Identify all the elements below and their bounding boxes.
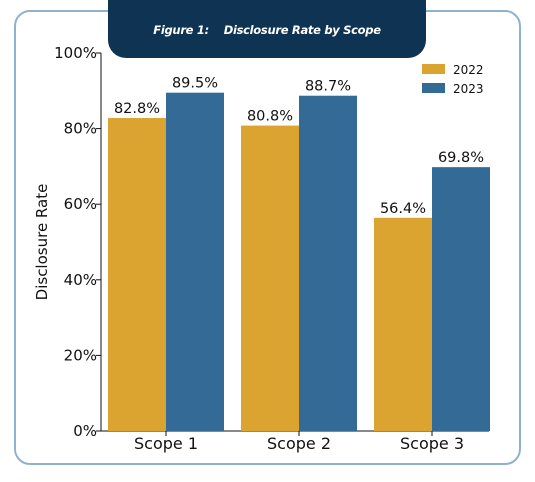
bar — [299, 95, 357, 432]
data-label: 89.5% — [172, 76, 218, 92]
y-tick-label: 80% — [64, 120, 97, 138]
data-label: 88.7% — [305, 79, 351, 95]
y-tick-label: 40% — [64, 271, 97, 289]
legend: 2022 2023 — [422, 63, 484, 96]
bar — [374, 217, 432, 431]
y-tick-label: 60% — [64, 195, 97, 213]
legend-label: 2023 — [453, 82, 484, 96]
legend-label: 2022 — [453, 63, 484, 77]
figure-title: Disclosure Rate by Scope — [223, 23, 381, 37]
bar — [166, 92, 224, 431]
chart-title: Figure 1: Disclosure Rate by Scope — [108, 23, 426, 37]
data-label: 82.8% — [114, 101, 160, 117]
figure-label: Figure 1: — [153, 23, 209, 37]
bar — [432, 167, 490, 431]
title-banner — [108, 0, 426, 58]
y-tick-label: 20% — [64, 346, 97, 364]
y-tick-label: 100% — [54, 44, 97, 62]
y-tick-label: 0% — [73, 422, 97, 440]
bar — [241, 125, 299, 432]
y-axis-label: Disclosure Rate — [33, 184, 51, 301]
legend-swatch — [422, 83, 445, 93]
bars — [108, 92, 490, 432]
bar — [108, 118, 166, 432]
x-tick-label: Scope 1 — [134, 434, 198, 453]
data-label: 69.8% — [438, 150, 484, 166]
data-label: 80.8% — [247, 109, 293, 125]
x-tick-label: Scope 3 — [400, 434, 464, 453]
legend-swatch — [422, 64, 445, 74]
x-tick-label: Scope 2 — [267, 434, 331, 453]
axes: 0% 20% 40% 60% 80% 100% Scope 1 Scope 2 Scope 3 — [54, 44, 489, 453]
data-labels: 82.8% 89.5% 80.8% 88.7% 56.4% 69.8% — [114, 76, 484, 217]
data-label: 56.4% — [380, 201, 426, 217]
